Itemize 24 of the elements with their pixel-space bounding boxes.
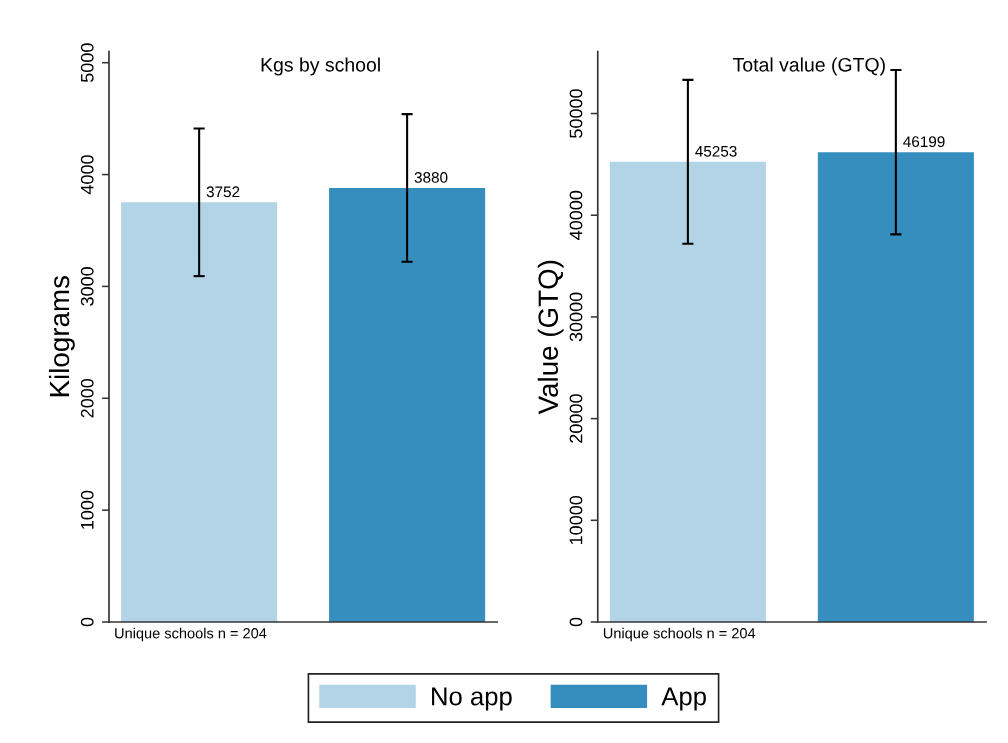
y-axis-title: Kilograms — [48, 276, 75, 397]
y-tick-label: 20000 — [569, 394, 583, 443]
data-label: 3752 — [206, 186, 240, 198]
y-tick-label: 5000 — [80, 43, 94, 83]
y-tick-label: 30000 — [569, 292, 583, 342]
legend-label: No app — [432, 687, 512, 711]
data-label: 45253 — [695, 145, 737, 157]
text: Unique schools n = 204 — [115, 627, 267, 642]
data-label: 46199 — [903, 136, 945, 148]
y-tick-label: 0 — [569, 617, 583, 627]
text: Unique schools n = 204 — [603, 627, 756, 642]
y-tick-label: 50000 — [569, 89, 583, 138]
data-label: 3880 — [414, 172, 448, 183]
chart-title: Kgs by school — [261, 57, 380, 76]
y-tick-label: 2000 — [80, 378, 94, 418]
y-tick-label: 4000 — [80, 155, 94, 195]
y-tick-label: 3000 — [80, 267, 94, 306]
y-axis-title: Value (GTQ) — [537, 260, 564, 415]
y-tick-label: 0 — [80, 617, 94, 627]
y-tick-label: 10000 — [569, 495, 583, 545]
y-tick-label: 40000 — [569, 190, 583, 240]
legend-label: App — [661, 687, 706, 711]
y-tick-label: 1000 — [80, 490, 94, 529]
chart-title: Total value (GTQ) — [733, 57, 885, 76]
